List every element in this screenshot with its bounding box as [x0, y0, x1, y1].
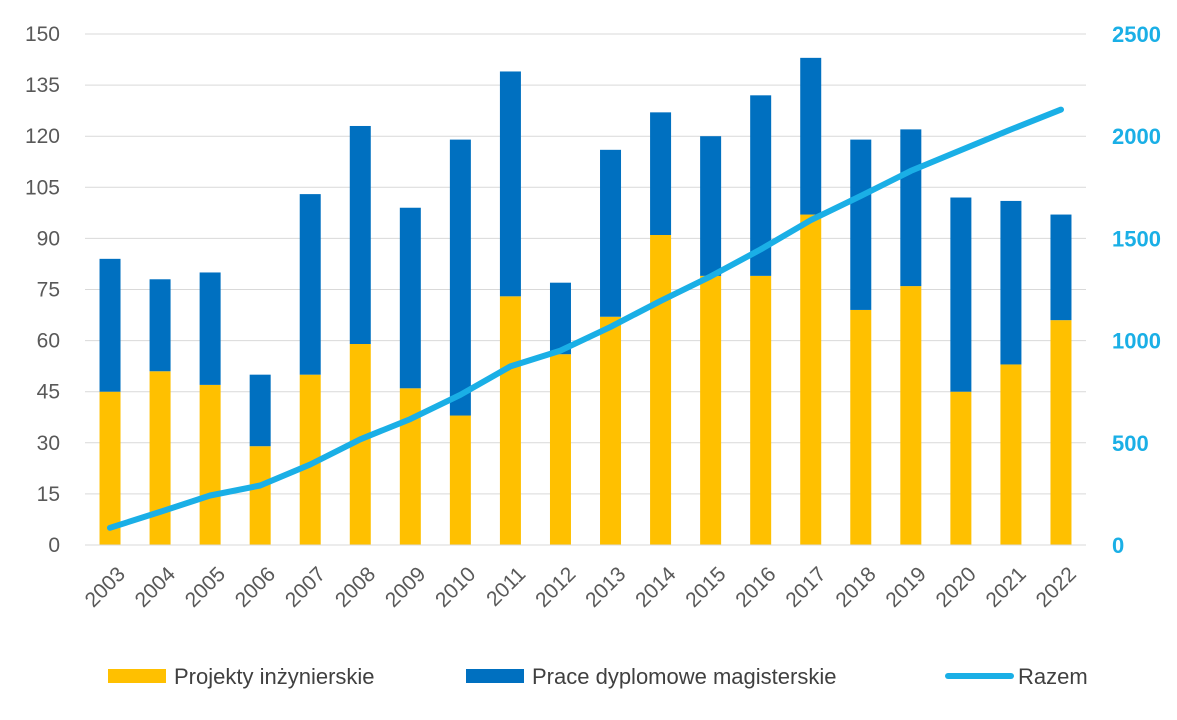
bar-prace-2021 [1000, 200, 1022, 365]
y-right-tick-label: 1000 [1112, 329, 1161, 354]
legend-label: Razem [1018, 664, 1088, 689]
bar-projekty-2018 [850, 309, 872, 545]
bar-layer [99, 57, 1072, 545]
x-tick-label: 2016 [731, 563, 780, 612]
bar-prace-2018 [850, 139, 872, 310]
bar-prace-2009 [399, 207, 421, 389]
bar-prace-2011 [499, 71, 521, 297]
bar-prace-2006 [249, 374, 271, 447]
bar-prace-2008 [349, 125, 371, 345]
bar-prace-2022 [1050, 214, 1072, 321]
bar-projekty-2015 [700, 275, 722, 545]
bar-projekty-2009 [399, 388, 421, 545]
line-razem [107, 106, 1064, 531]
bar-prace-2010 [449, 139, 471, 416]
y-right-tick-label: 500 [1112, 431, 1149, 456]
bar-prace-2017 [800, 57, 822, 215]
bar-prace-2019 [900, 129, 922, 287]
x-tick-label: 2003 [81, 563, 130, 612]
legend: Projekty inżynierskie Prace dyplomowe mag… [108, 664, 1088, 689]
bar-projekty-2012 [549, 354, 571, 545]
x-tick-label: 2005 [181, 563, 230, 612]
x-tick-label: 2007 [281, 563, 330, 612]
bar-projekty-2016 [750, 275, 772, 545]
line-layer [107, 106, 1064, 531]
bar-prace-2013 [600, 149, 622, 317]
y-left-tick-label: 75 [37, 279, 60, 302]
y-left-tick-label: 30 [37, 432, 60, 455]
legend-label: Projekty inżynierskie [174, 664, 375, 689]
legend-label: Prace dyplomowe magisterskie [532, 664, 836, 689]
bar-prace-2004 [149, 279, 171, 372]
x-tick-label: 2010 [431, 563, 480, 612]
x-tick-label: 2013 [581, 563, 630, 612]
bar-prace-2020 [950, 197, 972, 392]
y-right-tick-label: 0 [1112, 533, 1124, 558]
y-left-tick-label: 0 [48, 534, 60, 557]
y-left-tick-label: 45 [37, 381, 60, 404]
y-left-tick-label: 90 [37, 227, 60, 250]
x-tick-label: 2017 [781, 563, 830, 612]
y-right-tick-label: 2500 [1112, 22, 1161, 47]
y-right-tick-label: 2000 [1112, 124, 1161, 149]
x-tick-label: 2012 [531, 563, 580, 612]
x-tick-label: 2018 [831, 563, 880, 612]
bar-prace-2003 [99, 258, 121, 392]
bar-projekty-2017 [800, 214, 822, 545]
bar-projekty-2022 [1050, 320, 1072, 545]
legend-swatch-prace [466, 669, 524, 683]
x-tick-label: 2008 [331, 563, 380, 612]
bar-projekty-2013 [600, 316, 622, 545]
bar-prace-2015 [700, 136, 722, 276]
bar-prace-2014 [650, 112, 672, 235]
y-right-tick-label: 1500 [1112, 226, 1161, 251]
bar-projekty-2008 [349, 344, 371, 545]
y-left-tick-label: 150 [25, 23, 60, 46]
bar-projekty-2007 [299, 374, 321, 545]
bar-projekty-2021 [1000, 364, 1022, 545]
legend-swatch-projekty [108, 669, 166, 683]
x-tick-label: 2020 [932, 563, 981, 612]
y-left-tick-label: 120 [25, 125, 60, 148]
x-tick-label: 2006 [231, 563, 280, 612]
bar-prace-2007 [299, 194, 321, 375]
x-tick-label: 2015 [681, 563, 730, 612]
bar-projekty-2003 [99, 391, 121, 545]
grid-layer [85, 33, 1086, 546]
bar-prace-2012 [549, 282, 571, 355]
x-tick-label: 2019 [881, 563, 930, 612]
x-tick-label: 2022 [1032, 563, 1081, 612]
bar-projekty-2006 [249, 446, 271, 545]
bar-projekty-2019 [900, 286, 922, 545]
x-tick-label: 2011 [482, 563, 530, 611]
y-left-tick-label: 105 [25, 176, 60, 199]
bar-projekty-2020 [950, 391, 972, 545]
bar-projekty-2005 [199, 384, 221, 545]
x-tick-label: 2009 [381, 563, 430, 612]
x-tick-label: 2004 [131, 562, 181, 612]
bar-prace-2016 [750, 95, 772, 276]
bar-projekty-2014 [650, 234, 672, 545]
bar-projekty-2011 [499, 296, 521, 545]
bar-prace-2005 [199, 272, 221, 385]
bar-projekty-2004 [149, 371, 171, 545]
axis-layer: 0153045607590105120135150050010001500200… [25, 22, 1161, 612]
y-left-tick-label: 60 [37, 330, 60, 353]
bar-projekty-2010 [449, 415, 471, 545]
x-tick-label: 2014 [631, 562, 681, 612]
x-tick-label: 2021 [982, 563, 1031, 612]
y-left-tick-label: 135 [25, 74, 60, 97]
y-left-tick-label: 15 [37, 483, 60, 506]
